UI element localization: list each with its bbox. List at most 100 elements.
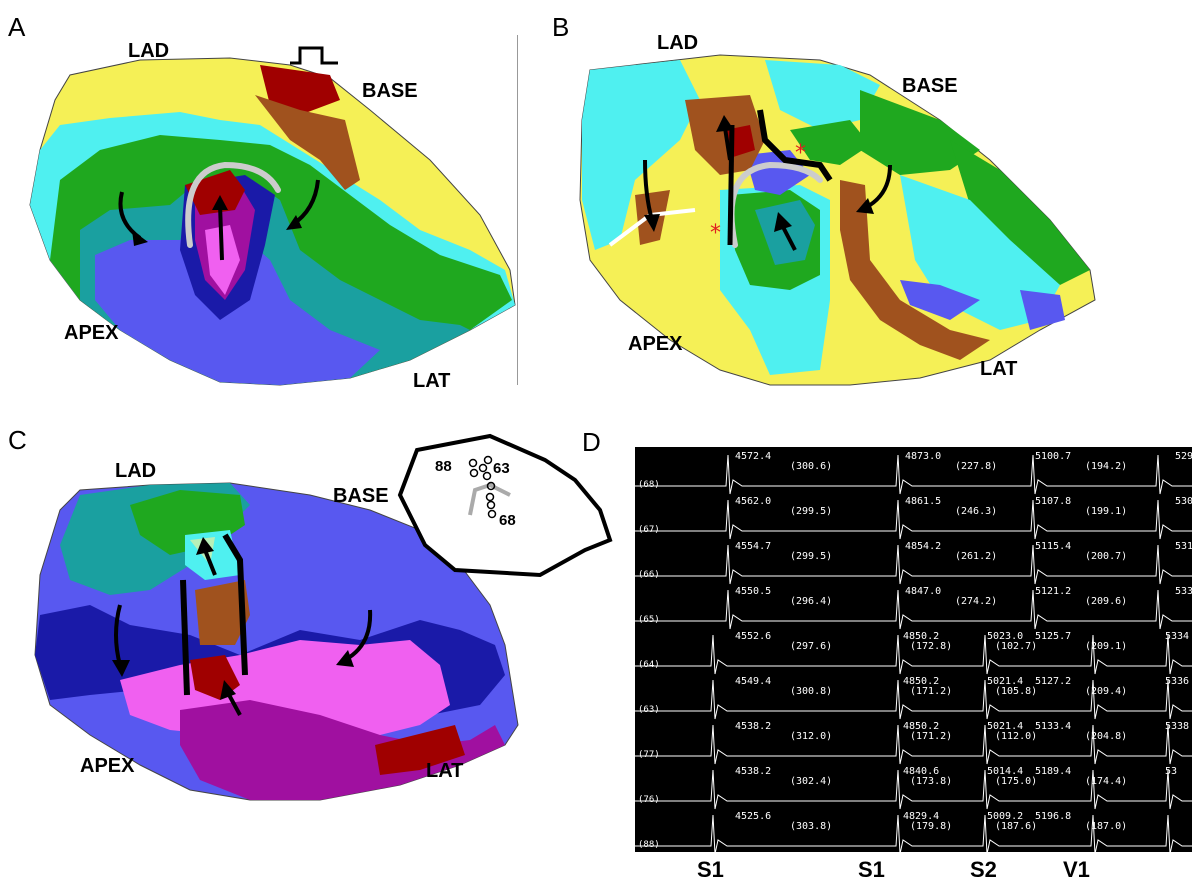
ecg-trace <box>635 679 1192 720</box>
panel-c-base-label: BASE <box>333 485 389 507</box>
ecg-channel-label: (67) <box>638 525 660 535</box>
ecg-trace <box>635 589 1192 630</box>
ecg-annotation: 5306.9 <box>1175 496 1192 507</box>
ecg-annotation: 5336 <box>1165 676 1190 687</box>
ecg-annotation: (209.6) <box>1085 596 1128 607</box>
panel-b: * * B LAD BASE APEX LAT <box>520 0 1192 400</box>
ecg-annotation: (204.8) <box>1085 731 1128 742</box>
ecg-traces <box>635 454 1192 852</box>
panel-b-lad-label: LAD <box>657 32 699 54</box>
ecg-annotation: 4854.2 <box>905 541 942 552</box>
ecg-annotation: (171.2) <box>910 686 953 697</box>
panel-c-lad-label: LAD <box>115 460 157 482</box>
panel-a-apex-label: APEX <box>64 322 119 344</box>
ecg-annotation: 4562.0 <box>735 496 772 507</box>
ecg-annotation: 4847.0 <box>905 586 942 597</box>
ecg-annotation: (303.8) <box>790 821 833 832</box>
ecg-annotation: 5021.4 <box>987 721 1024 732</box>
ecg-annotation: 4873.0 <box>905 451 942 462</box>
panel-c-apex-label: APEX <box>80 755 135 777</box>
stimulus-label: V1 <box>1063 857 1090 882</box>
ecg-annotation: 5334 <box>1165 631 1190 642</box>
ecg-annotation: 4840.6 <box>903 766 940 777</box>
ecg-annotation: (173.8) <box>910 776 953 787</box>
ecg-annotation: 5023.0 <box>987 631 1024 642</box>
ecg-channel-label: (76) <box>638 795 660 805</box>
stimulus-label: S1 <box>858 857 885 882</box>
ecg-annotation: 5294.9 <box>1175 451 1192 462</box>
ecg-annotation: (105.8) <box>995 686 1038 697</box>
panel-a-base-label: BASE <box>362 80 418 102</box>
ecg-channel-label: (63) <box>638 705 660 715</box>
ecg-annotation: (187.6) <box>995 821 1038 832</box>
panel-c-label: C <box>8 425 27 455</box>
ecg-annotation: 5100.7 <box>1035 451 1072 462</box>
ecg-annotation: 5330 <box>1175 586 1192 597</box>
panel-c: C LAD BASE APEX LAT <box>0 415 635 890</box>
ecg-channel-label: (64) <box>638 660 660 670</box>
ecg-annotation: 5189.4 <box>1035 766 1072 777</box>
inset-map <box>397 433 613 578</box>
ecg-annotation: 4550.5 <box>735 586 772 597</box>
panel-b-base-label: BASE <box>902 75 958 97</box>
svg-text:*: * <box>795 141 806 166</box>
ecg-annotation: 5009.2 <box>987 811 1024 822</box>
ecg-trace <box>635 544 1192 585</box>
panel-b-lat-label: LAT <box>980 358 1018 380</box>
panel-a-label: A <box>8 12 26 42</box>
ecg-annotation: (179.8) <box>910 821 953 832</box>
panel-b-map: * * <box>579 54 1096 386</box>
ecg-annotation: (171.2) <box>910 731 953 742</box>
ecg-annotation: 5014.4 <box>987 766 1024 777</box>
panel-b-label: B <box>552 12 570 42</box>
panel-a: A LAD BASE APEX LAT <box>0 0 517 400</box>
ecg-annotation: (194.2) <box>1085 461 1128 472</box>
ecg-annotation: 4572.4 <box>735 451 772 462</box>
stimulus-label: S2 <box>970 857 997 882</box>
ecg-annotation: (296.4) <box>790 596 833 607</box>
ecg-annotation: 5125.7 <box>1035 631 1072 642</box>
ecg-annotation: 5338 <box>1165 721 1190 732</box>
ecg-annotation: 5021.4 <box>987 676 1024 687</box>
ecg-annotation: 4829.4 <box>903 811 940 822</box>
ecg-annotation: 5121.2 <box>1035 586 1072 597</box>
ecg-annotation: 4850.2 <box>903 676 940 687</box>
ecg-annotation: 4549.4 <box>735 676 772 687</box>
panel-divider <box>517 35 518 385</box>
ecg-channel-label: (88) <box>638 840 660 850</box>
ecg-annotation: 5107.8 <box>1035 496 1072 507</box>
ecg-annotation: 4850.2 <box>903 721 940 732</box>
panel-b-apex-label: APEX <box>628 333 683 355</box>
ecg-annotation: (112.0) <box>995 731 1038 742</box>
ecg-annotation: (299.5) <box>790 551 833 562</box>
ecg-annotation: 5133.4 <box>1035 721 1072 732</box>
ecg-annotation: 4538.2 <box>735 766 772 777</box>
ecg-annotation: (302.4) <box>790 776 833 787</box>
inset-label-63: 63 <box>493 460 510 477</box>
ecg-annotation: (102.7) <box>995 641 1038 652</box>
ecg-annotation: (246.3) <box>955 506 998 517</box>
panel-c-lat-label: LAT <box>426 760 464 782</box>
ecg-trace <box>635 499 1192 540</box>
ecg-annotation: 4525.6 <box>735 811 772 822</box>
panel-d-label: D <box>582 427 601 457</box>
ecg-annotation: 4552.6 <box>735 631 772 642</box>
ecg-channel-label: (77) <box>638 750 660 760</box>
ecg-annotation: 5316.1 <box>1175 541 1192 552</box>
ecg-annotation: (261.2) <box>955 551 998 562</box>
panel-a-map <box>29 46 516 386</box>
ecg-annotation: 53 <box>1165 766 1178 777</box>
ecg-annotation: (199.1) <box>1085 506 1128 517</box>
ecg-annotation: 5115.4 <box>1035 541 1072 552</box>
ecg-annotation: (312.0) <box>790 731 833 742</box>
stimulus-label: S1 <box>697 857 724 882</box>
ecg-channel-label: (66) <box>638 570 660 580</box>
ecg-annotation: (200.7) <box>1085 551 1128 562</box>
ecg-annotation: (300.8) <box>790 686 833 697</box>
ecg-annotation: (297.6) <box>790 641 833 652</box>
ecg-trace <box>635 454 1192 495</box>
ecg-annotation: (175.0) <box>995 776 1038 787</box>
ecg-annotation: 5127.2 <box>1035 676 1072 687</box>
ecg-annotation: (300.6) <box>790 461 833 472</box>
ecg-trace <box>635 769 1192 810</box>
